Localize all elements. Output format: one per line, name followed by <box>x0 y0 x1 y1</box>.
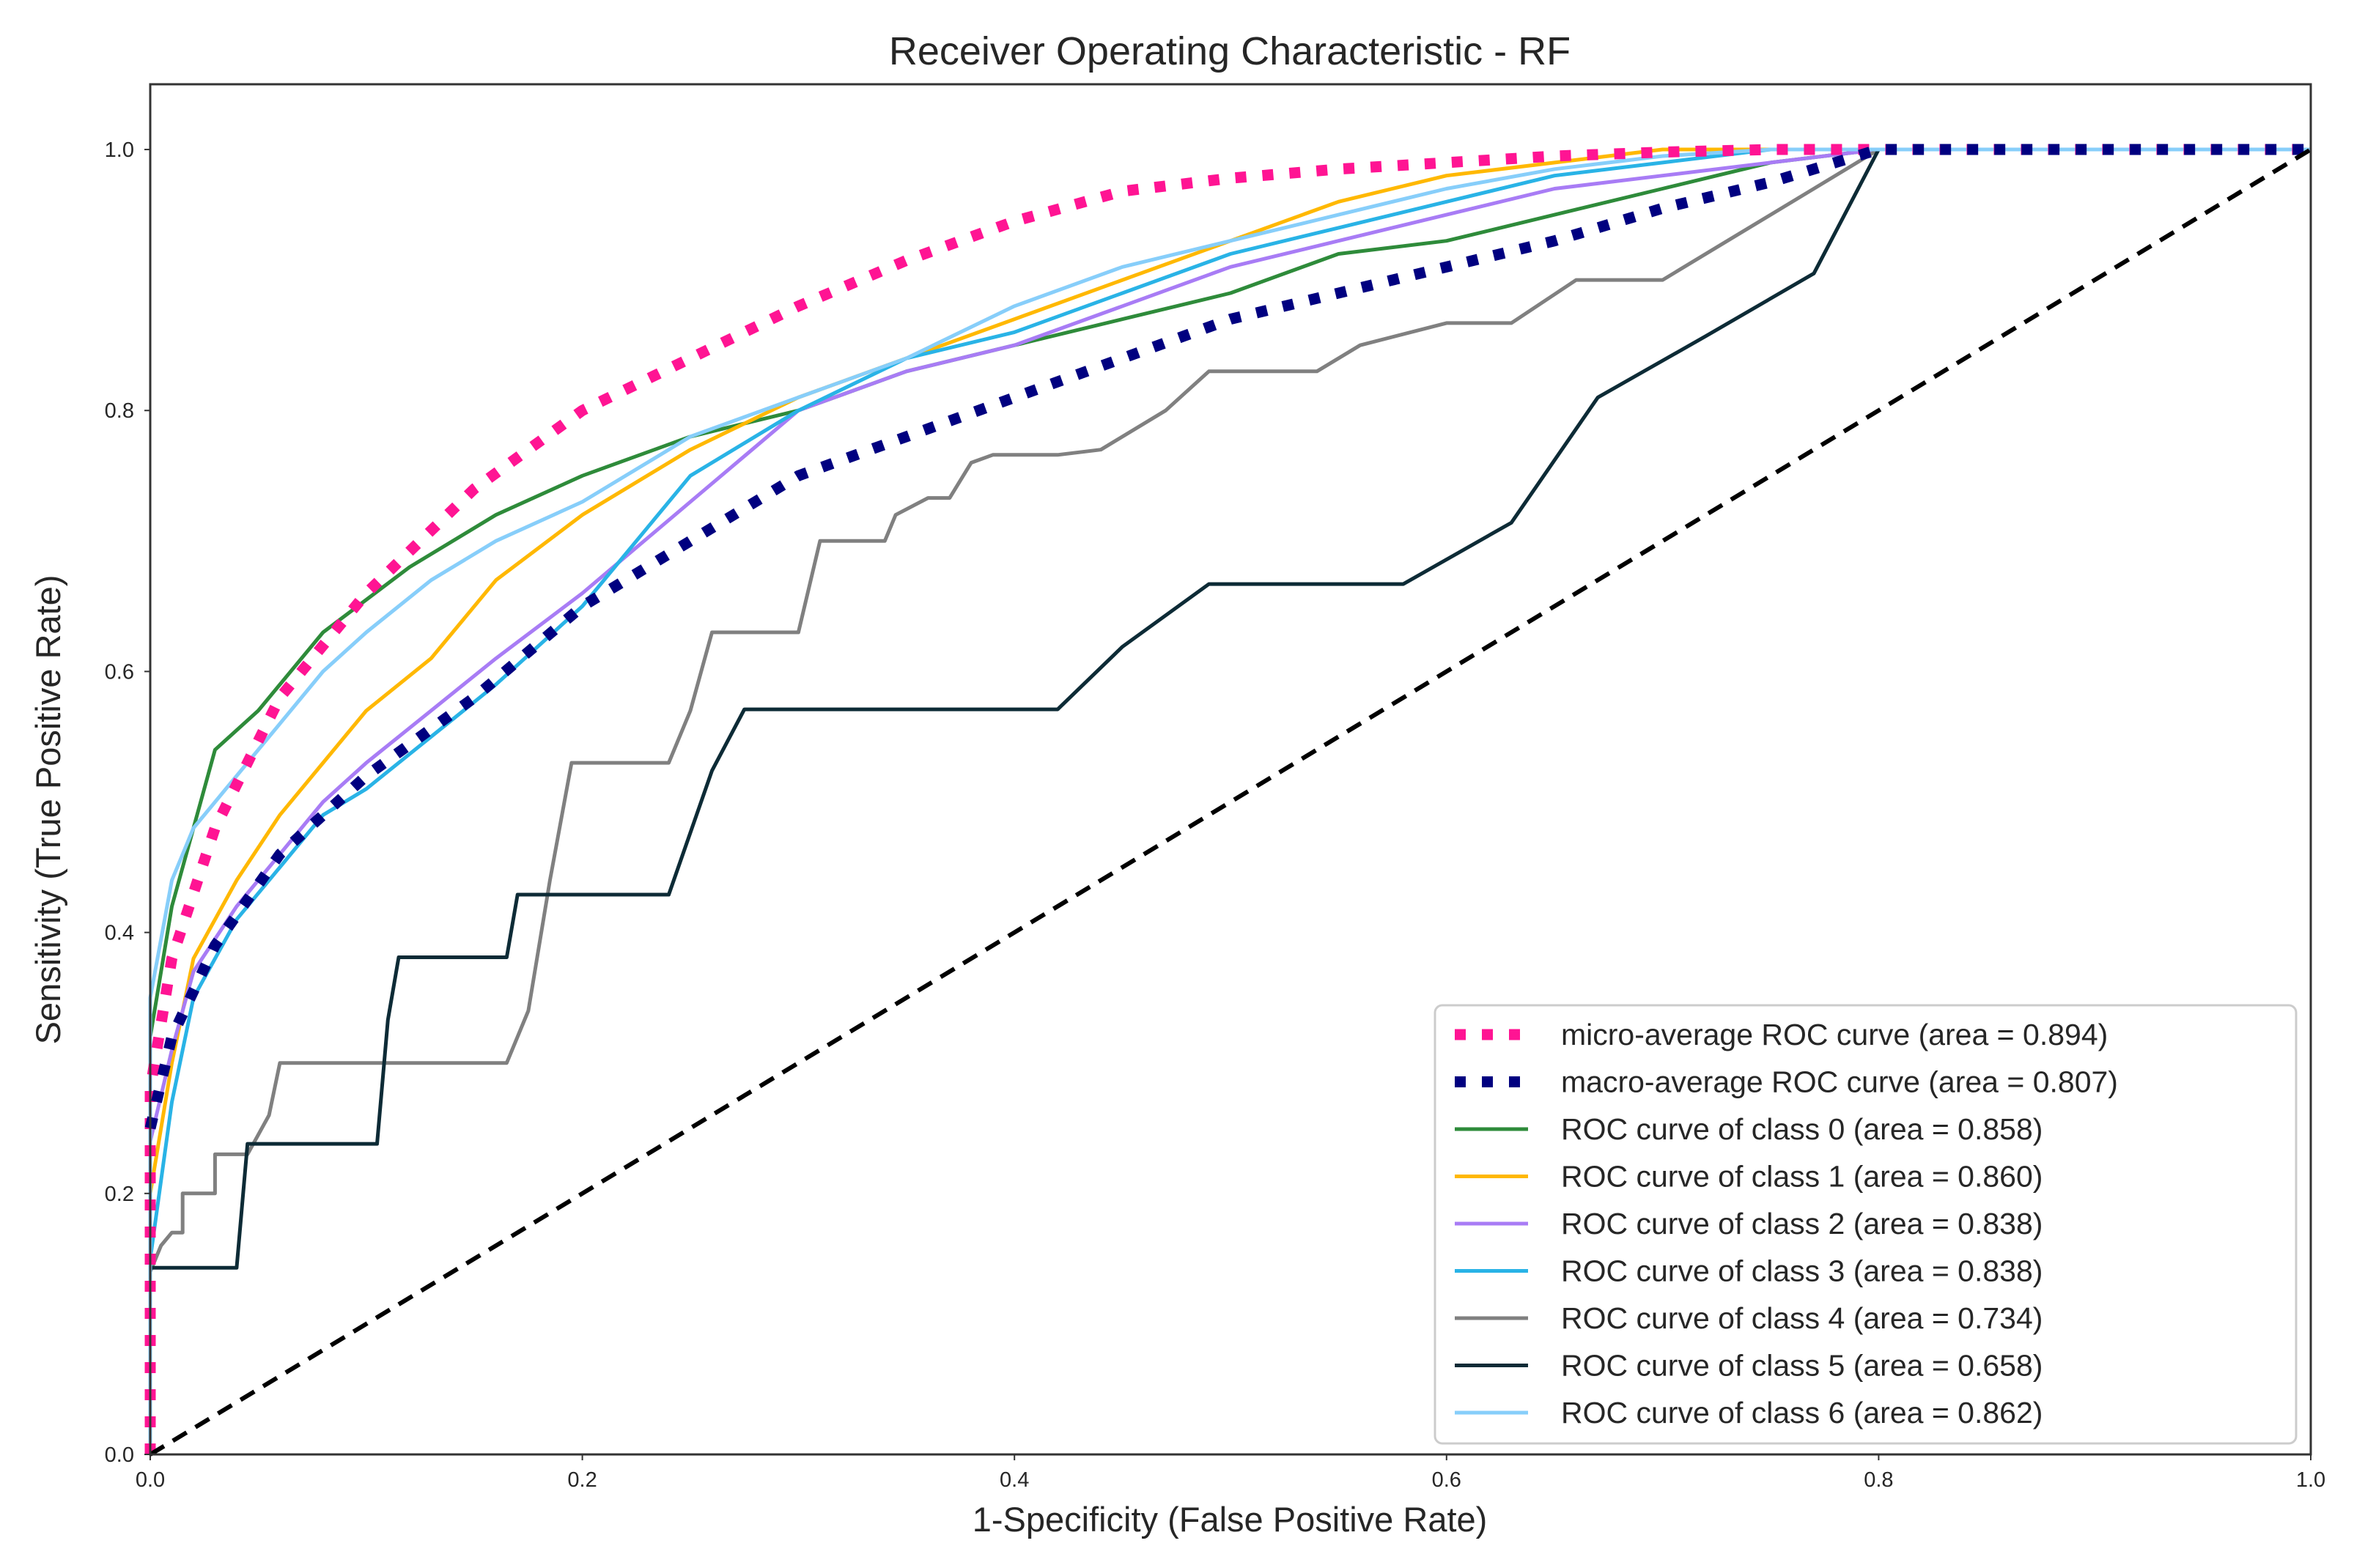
legend-label: ROC curve of class 1 (area = 0.860) <box>1561 1160 2043 1194</box>
y-tick-label: 1.0 <box>105 138 134 162</box>
x-tick-label: 0.8 <box>1864 1468 1893 1492</box>
y-axis-label: Sensitivity (True Positive Rate) <box>29 575 67 1045</box>
x-tick-label: 0.2 <box>567 1468 597 1492</box>
x-tick-label: 1.0 <box>2296 1468 2325 1492</box>
series-line-roc-curve-of-class-4-area-0-734 <box>148 147 2311 1273</box>
legend-label: ROC curve of class 2 (area = 0.838) <box>1561 1207 2043 1240</box>
series-line-roc-curve-of-class-6-area-0-862 <box>148 147 2311 1454</box>
x-axis-label: 1-Specificity (False Positive Rate) <box>973 1500 1488 1539</box>
y-tick-label: 0.6 <box>105 660 134 684</box>
series-line-roc-curve-of-class-5-area-0-658 <box>150 147 2311 1270</box>
legend-item: ROC curve of class 3 (area = 0.838) <box>1455 1254 2043 1288</box>
series-line-micro-average-roc-curve-area-0-894 <box>144 144 2311 1454</box>
legend-item: micro-average ROC curve (area = 0.894) <box>1455 1018 2108 1051</box>
legend-item: ROC curve of class 0 (area = 0.858) <box>1455 1112 2043 1146</box>
legend: micro-average ROC curve (area = 0.894) ma… <box>1434 1004 2298 1445</box>
x-tick-label: 0.6 <box>1432 1468 1461 1492</box>
series-line-roc-curve-of-class-3-area-0-838 <box>148 147 2311 1454</box>
plot-frame <box>149 83 2312 1456</box>
axis-ticks: 0.0 0.2 0.4 0.6 0.8 1.0 0.0 0.2 0.4 0.6 0.8 1.0 <box>105 138 2325 1492</box>
legend-label: ROC curve of class 4 (area = 0.734) <box>1561 1301 2043 1335</box>
x-tick-label: 0.4 <box>1000 1468 1029 1492</box>
legend-item: macro-average ROC curve (area = 0.807) <box>1455 1065 2118 1099</box>
legend-item: ROC curve of class 6 (area = 0.862) <box>1455 1396 2043 1430</box>
plot-area <box>144 144 2312 1457</box>
x-tick-label: 0.0 <box>136 1468 165 1492</box>
y-tick-label: 0.2 <box>105 1183 134 1206</box>
legend-item: ROC curve of class 5 (area = 0.658) <box>1455 1349 2043 1383</box>
legend-label: ROC curve of class 5 (area = 0.658) <box>1561 1349 2043 1383</box>
chart-title: Receiver Operating Characteristic - RF <box>889 29 1571 73</box>
y-tick-label: 0.4 <box>105 922 134 945</box>
series-line-macro-average-roc-curve-area-0-807 <box>144 144 2311 1130</box>
legend-label: ROC curve of class 6 (area = 0.862) <box>1561 1396 2043 1430</box>
legend-item: ROC curve of class 2 (area = 0.838) <box>1455 1207 2043 1240</box>
legend-box <box>1434 1004 2298 1445</box>
legend-label: ROC curve of class 3 (area = 0.838) <box>1561 1254 2043 1288</box>
y-tick-label: 0.8 <box>105 399 134 423</box>
legend-label: macro-average ROC curve (area = 0.807) <box>1561 1065 2118 1099</box>
legend-label: ROC curve of class 0 (area = 0.858) <box>1561 1112 2043 1146</box>
legend-item: ROC curve of class 4 (area = 0.734) <box>1455 1301 2043 1335</box>
legend-item: ROC curve of class 1 (area = 0.860) <box>1455 1160 2043 1194</box>
legend-label: micro-average ROC curve (area = 0.894) <box>1561 1018 2108 1051</box>
y-tick-label: 0.0 <box>105 1443 134 1467</box>
